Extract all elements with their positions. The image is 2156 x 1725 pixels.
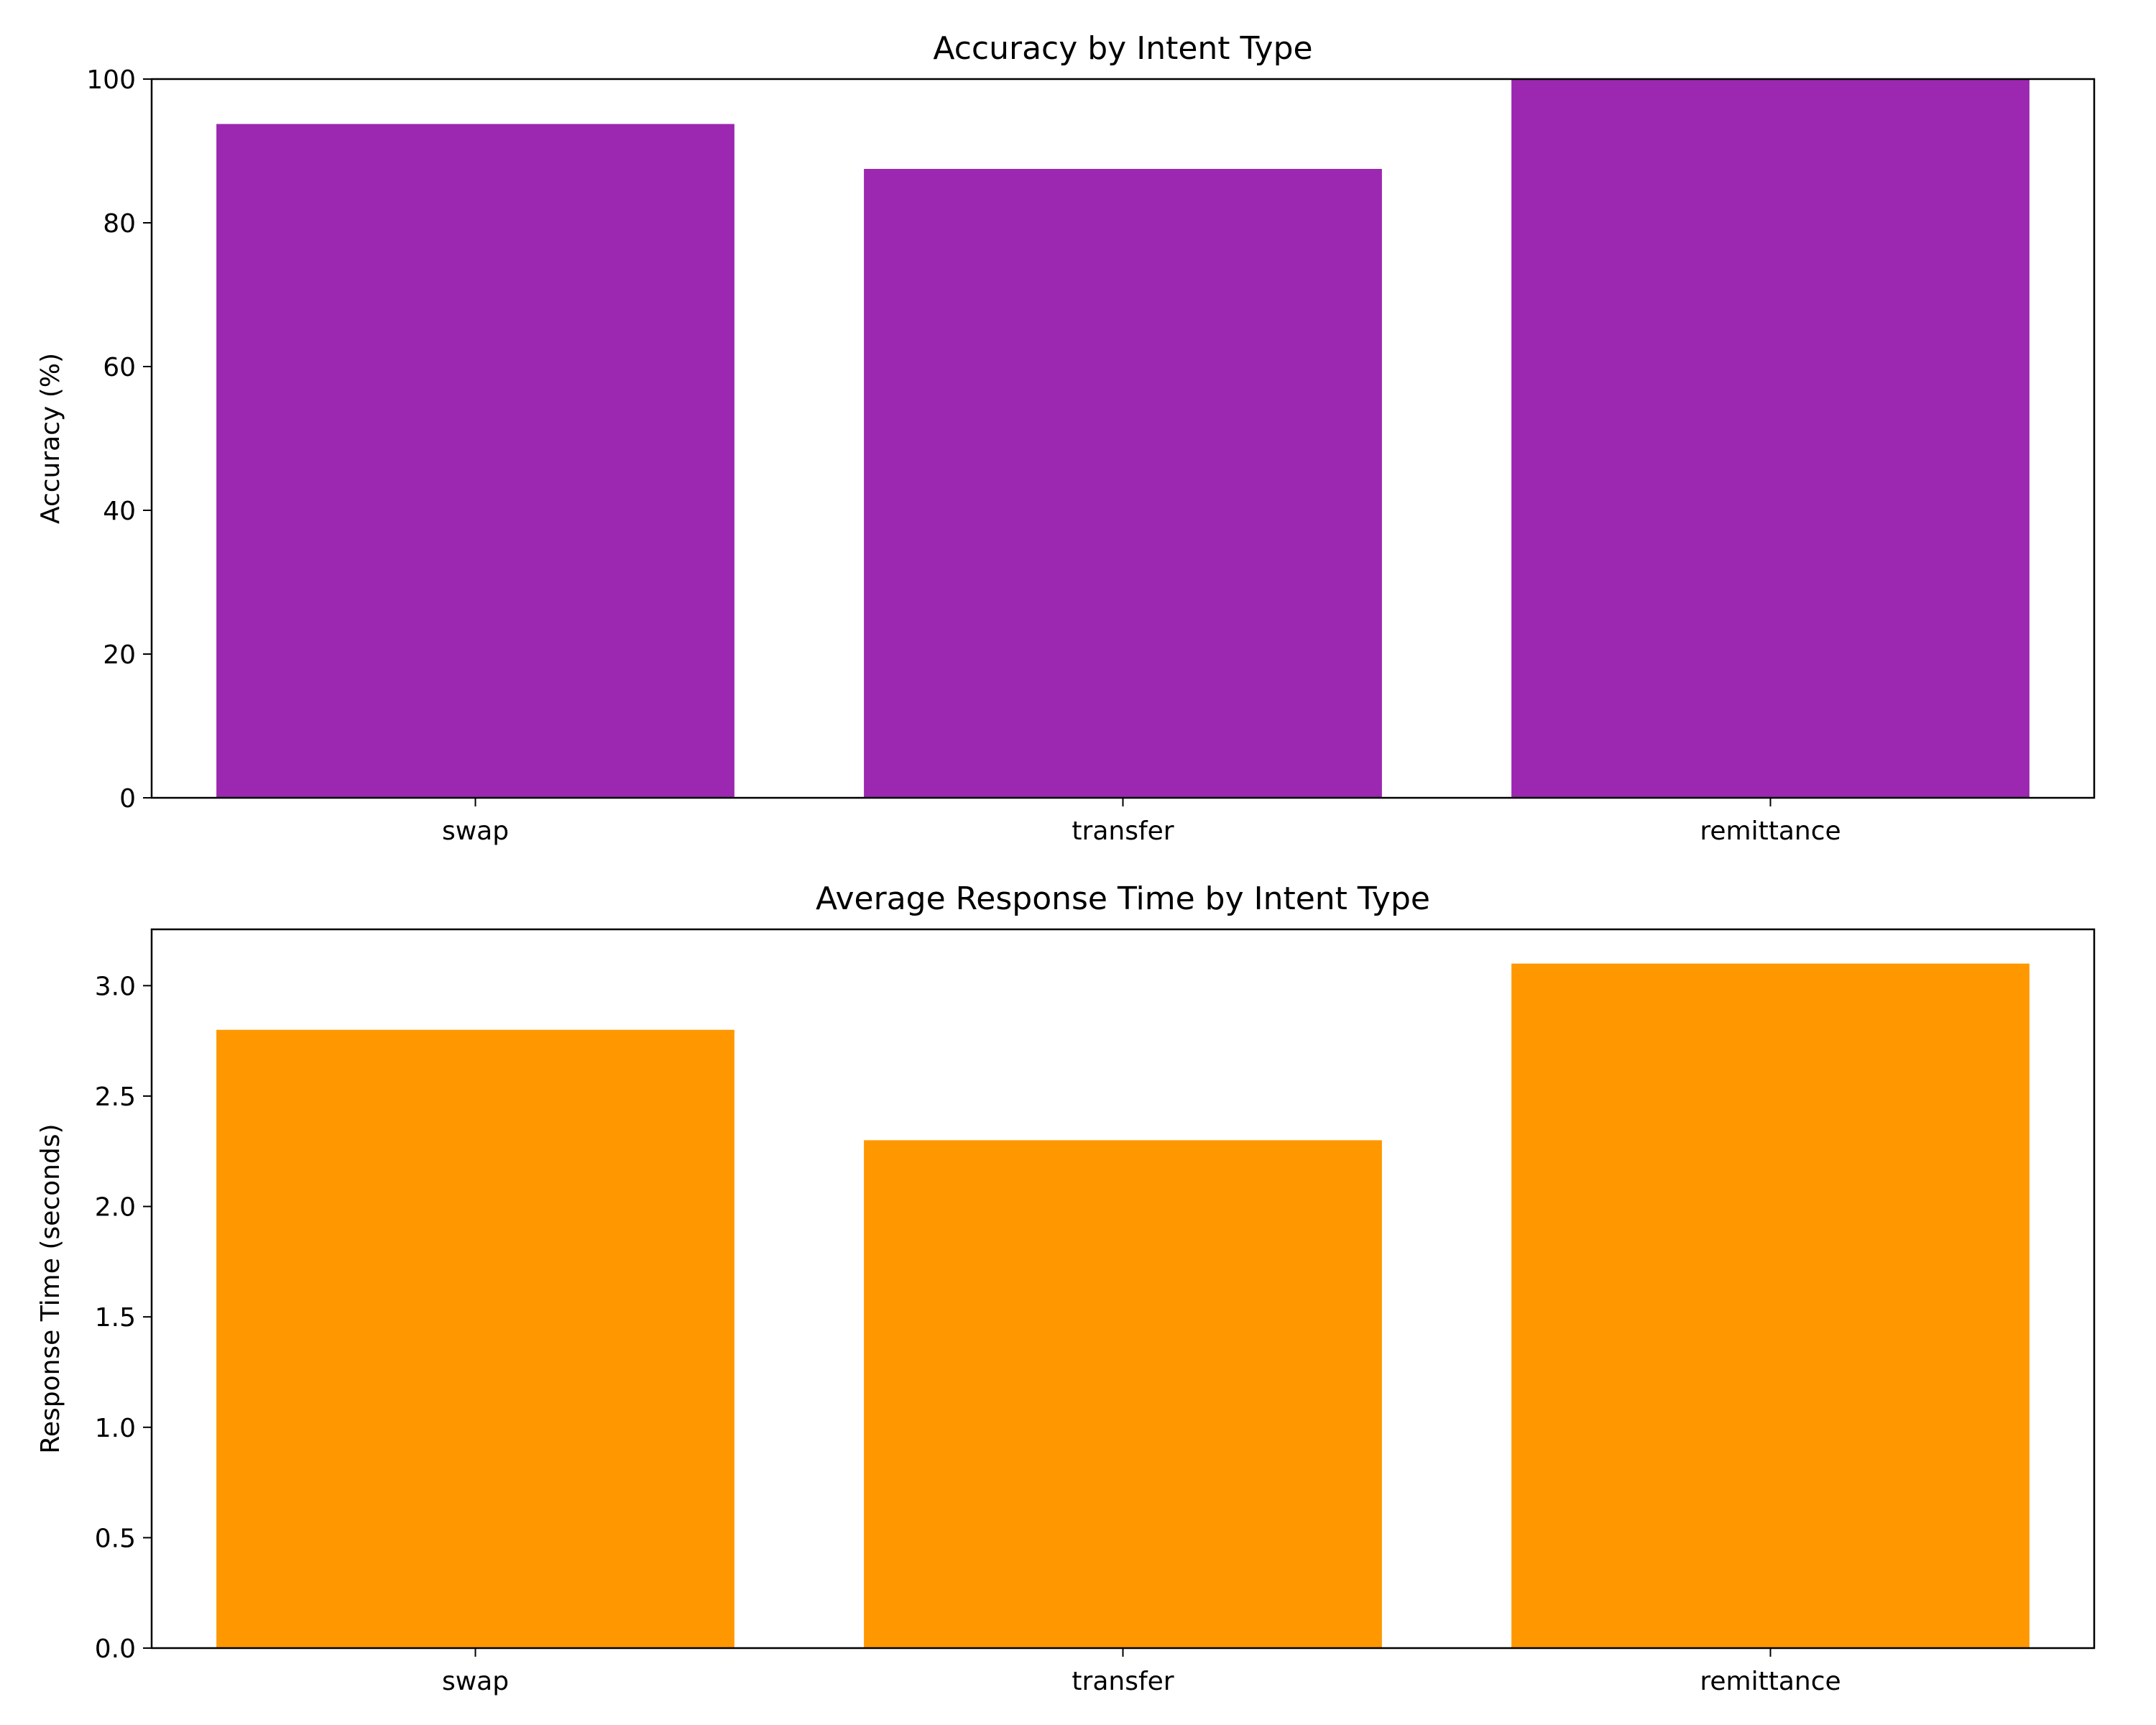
y-axis-label: Accuracy (%)	[36, 353, 65, 524]
x-tick-label: transfer	[1072, 816, 1174, 846]
plot-frame	[150, 78, 2096, 799]
x-tick-label: remittance	[1700, 1667, 1841, 1696]
y-axis-ticks: 0.0 0.5 1.0 1.5 2.0 2.5 3.0	[95, 972, 152, 1664]
bar-transfer	[864, 169, 1382, 798]
bar-transfer	[864, 1140, 1382, 1648]
x-tick-label: transfer	[1072, 1667, 1174, 1696]
y-tick-label: 60	[103, 353, 136, 382]
y-axis-label: Response Time (seconds)	[36, 1123, 65, 1453]
y-tick-label: 1.0	[95, 1414, 136, 1443]
bar-remittance	[1511, 79, 2030, 798]
y-axis-ticks: 0 20 40 60 80 100	[86, 65, 152, 814]
y-tick-label: 80	[103, 209, 136, 239]
x-tick-label: swap	[442, 816, 509, 846]
y-tick-label: 2.5	[95, 1082, 136, 1112]
bars	[216, 79, 2030, 798]
x-tick-label: swap	[442, 1667, 509, 1696]
plot-frame	[150, 928, 2096, 1650]
y-tick-label: 100	[86, 65, 136, 95]
chart-title: Average Response Time by Intent Type	[816, 880, 1430, 917]
x-axis-ticks: swap transfer remittance	[442, 1648, 1841, 1696]
chart-title: Accuracy by Intent Type	[933, 30, 1312, 67]
y-tick-label: 0.0	[95, 1634, 136, 1664]
response-time-chart: Average Response Time by Intent Type Res…	[36, 880, 2096, 1696]
bars	[216, 963, 2030, 1648]
y-tick-label: 20	[103, 640, 136, 670]
bar-swap	[216, 1029, 734, 1648]
x-tick-label: remittance	[1700, 816, 1841, 846]
y-tick-label: 3.0	[95, 972, 136, 1001]
bar-remittance	[1511, 963, 2030, 1648]
y-tick-label: 0	[119, 784, 136, 814]
y-tick-label: 1.5	[95, 1303, 136, 1333]
y-tick-label: 2.0	[95, 1193, 136, 1223]
bar-swap	[216, 124, 734, 798]
y-tick-label: 0.5	[95, 1524, 136, 1553]
x-axis-ticks: swap transfer remittance	[442, 798, 1841, 846]
y-tick-label: 40	[103, 497, 136, 526]
accuracy-chart: Accuracy by Intent Type Accuracy (%) 0 20…	[36, 30, 2096, 846]
